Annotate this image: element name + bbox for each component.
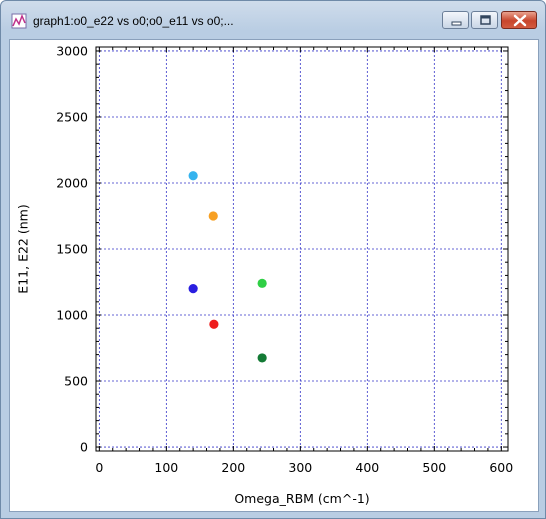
data-point <box>209 319 219 329</box>
data-point <box>188 284 198 294</box>
plot-area: 0 100 200 300 400 500 600 0 500 1000 1500 2000 2500… <box>9 39 539 512</box>
axis-ticks <box>96 47 508 451</box>
x-tick-label: 200 <box>221 460 245 475</box>
x-tick-label: 100 <box>154 460 178 475</box>
y-axis-label: E11, E22 (nm) <box>16 204 31 293</box>
x-axis-label: Omega_RBM (cm^-1) <box>234 491 369 506</box>
y-tick-label: 0 <box>80 440 88 455</box>
title-bar[interactable]: graph1:o0_e22 vs o0;o0_e11 vs o0;... <box>1 1 545 39</box>
data-points <box>188 171 267 363</box>
y-tick-label: 500 <box>64 374 88 389</box>
data-point <box>257 353 267 363</box>
x-tick-labels: 0 100 200 300 400 500 600 <box>95 460 513 475</box>
graph-icon <box>11 13 27 29</box>
minimize-button[interactable] <box>442 11 469 29</box>
x-tick-label: 600 <box>489 460 513 475</box>
window-title: graph1:o0_e22 vs o0;o0_e11 vs o0;... <box>33 14 234 28</box>
data-point <box>208 211 218 221</box>
x-tick-label: 300 <box>288 460 312 475</box>
close-icon <box>513 14 527 27</box>
gridlines <box>96 47 508 451</box>
data-point <box>188 171 198 181</box>
y-tick-label: 2500 <box>56 109 88 124</box>
y-tick-labels: 0 500 1000 1500 2000 2500 3000 <box>56 43 88 454</box>
y-tick-label: 1500 <box>56 242 88 257</box>
maximize-button[interactable] <box>471 11 498 29</box>
x-tick-label: 500 <box>422 460 446 475</box>
maximize-icon <box>480 15 491 25</box>
scatter-chart: 0 100 200 300 400 500 600 0 500 1000 1500 2000 2500… <box>16 43 514 506</box>
y-tick-label: 1000 <box>56 308 88 323</box>
x-tick-label: 400 <box>355 460 379 475</box>
y-tick-label: 3000 <box>56 43 88 58</box>
y-tick-label: 2000 <box>56 175 88 190</box>
data-point <box>257 278 267 288</box>
close-button[interactable] <box>501 11 537 29</box>
x-tick-label: 0 <box>95 460 103 475</box>
minimize-icon <box>451 21 462 26</box>
